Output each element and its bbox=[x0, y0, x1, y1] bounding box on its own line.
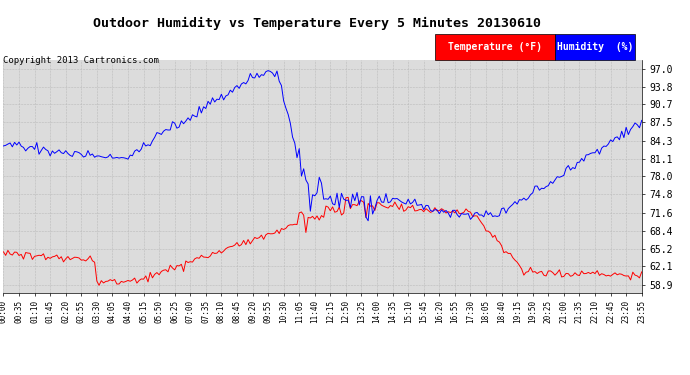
Text: Copyright 2013 Cartronics.com: Copyright 2013 Cartronics.com bbox=[3, 56, 159, 65]
Text: Humidity  (%): Humidity (%) bbox=[557, 42, 633, 52]
Text: Outdoor Humidity vs Temperature Every 5 Minutes 20130610: Outdoor Humidity vs Temperature Every 5 … bbox=[93, 17, 542, 30]
Text: Temperature (°F): Temperature (°F) bbox=[448, 42, 542, 52]
